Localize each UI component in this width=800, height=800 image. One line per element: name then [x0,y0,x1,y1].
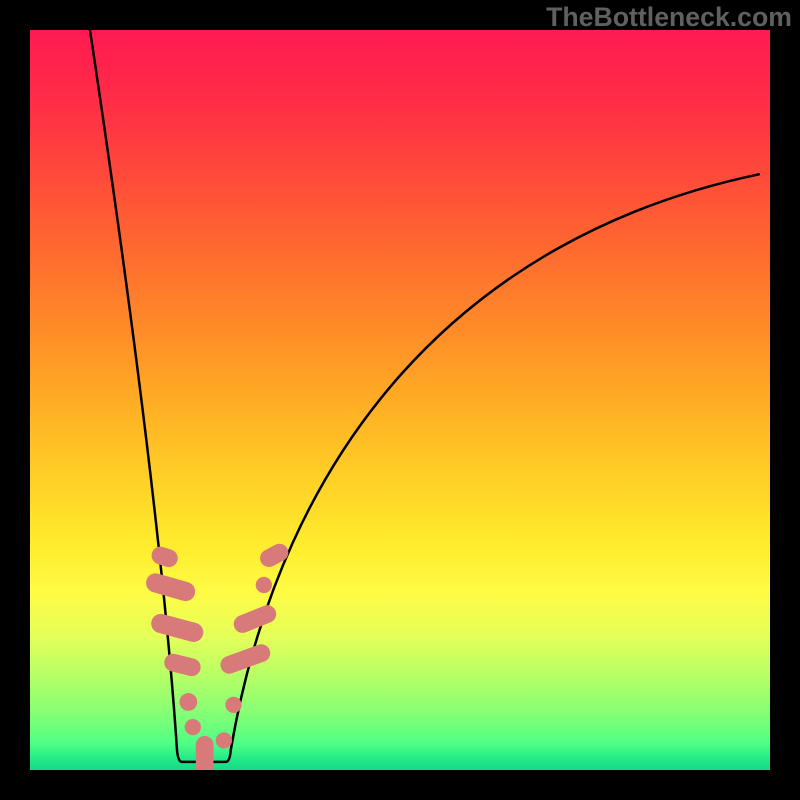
marker-4 [179,693,197,711]
chart-frame: TheBottleneck.com [0,0,800,800]
marker-5 [185,719,201,735]
marker-11 [256,577,272,593]
marker-8 [225,697,241,713]
marker-6 [196,736,214,770]
marker-7 [216,732,232,748]
bottleneck-chart-svg [30,30,770,770]
watermark-label: TheBottleneck.com [546,2,792,33]
plot-area [30,30,770,770]
